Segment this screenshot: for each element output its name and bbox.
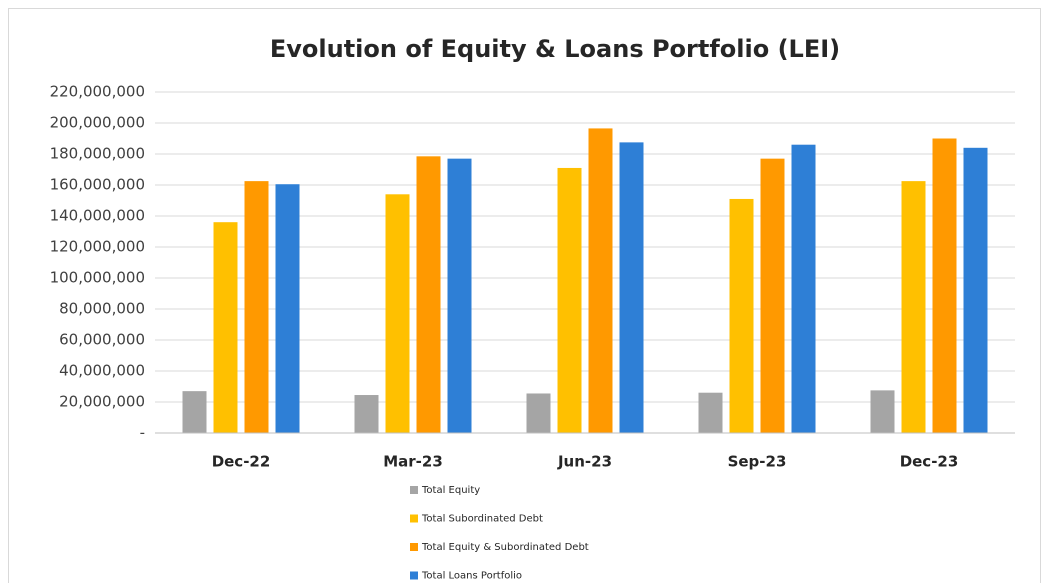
y-tick-label: 80,000,000 bbox=[59, 300, 145, 318]
y-tick-label: 200,000,000 bbox=[50, 114, 145, 132]
bar bbox=[244, 181, 269, 433]
bar bbox=[588, 128, 613, 434]
bar bbox=[760, 158, 785, 433]
bar bbox=[557, 167, 582, 433]
bar bbox=[182, 391, 207, 433]
y-tick-label: 100,000,000 bbox=[50, 269, 145, 287]
bar bbox=[963, 147, 988, 434]
bar bbox=[791, 144, 816, 433]
legend-label: Total Equity & Subordinated Debt bbox=[421, 542, 589, 553]
legend-swatch bbox=[410, 543, 418, 551]
y-tick-label: 40,000,000 bbox=[59, 362, 145, 380]
bar bbox=[526, 393, 551, 433]
bar bbox=[619, 142, 644, 433]
bar bbox=[385, 194, 410, 433]
legend-label: Total Equity bbox=[421, 485, 480, 496]
x-tick-label: Dec-23 bbox=[900, 453, 959, 471]
bar bbox=[932, 138, 957, 433]
y-tick-label: 140,000,000 bbox=[50, 207, 145, 225]
bar bbox=[416, 156, 441, 433]
chart-title: Evolution of Equity & Loans Portfolio (L… bbox=[270, 35, 840, 63]
bar bbox=[447, 158, 472, 433]
legend-swatch bbox=[410, 514, 418, 523]
x-tick-label: Dec-22 bbox=[212, 453, 271, 471]
y-tick-label: 180,000,000 bbox=[50, 145, 145, 163]
y-tick-label: 20,000,000 bbox=[59, 393, 145, 411]
y-tick-label: 120,000,000 bbox=[50, 238, 145, 256]
legend-label: Total Loans Portfolio bbox=[421, 571, 522, 582]
x-tick-label: Jun-23 bbox=[557, 453, 612, 471]
y-tick-label: 220,000,000 bbox=[50, 83, 145, 101]
x-tick-label: Mar-23 bbox=[383, 453, 443, 471]
legend-swatch bbox=[410, 486, 418, 494]
y-tick-label: - bbox=[140, 424, 145, 442]
bar bbox=[698, 392, 723, 433]
x-tick-label: Sep-23 bbox=[728, 453, 787, 471]
bar bbox=[213, 222, 238, 433]
bar bbox=[870, 390, 895, 433]
bar bbox=[354, 395, 379, 433]
legend-label: Total Subordinated Debt bbox=[421, 514, 543, 525]
bar bbox=[729, 198, 754, 433]
bar bbox=[901, 181, 926, 433]
legend-swatch bbox=[410, 571, 418, 580]
y-tick-label: 60,000,000 bbox=[59, 331, 145, 349]
bar bbox=[275, 184, 300, 433]
y-tick-label: 160,000,000 bbox=[50, 176, 145, 194]
chart-frame bbox=[8, 8, 1041, 583]
